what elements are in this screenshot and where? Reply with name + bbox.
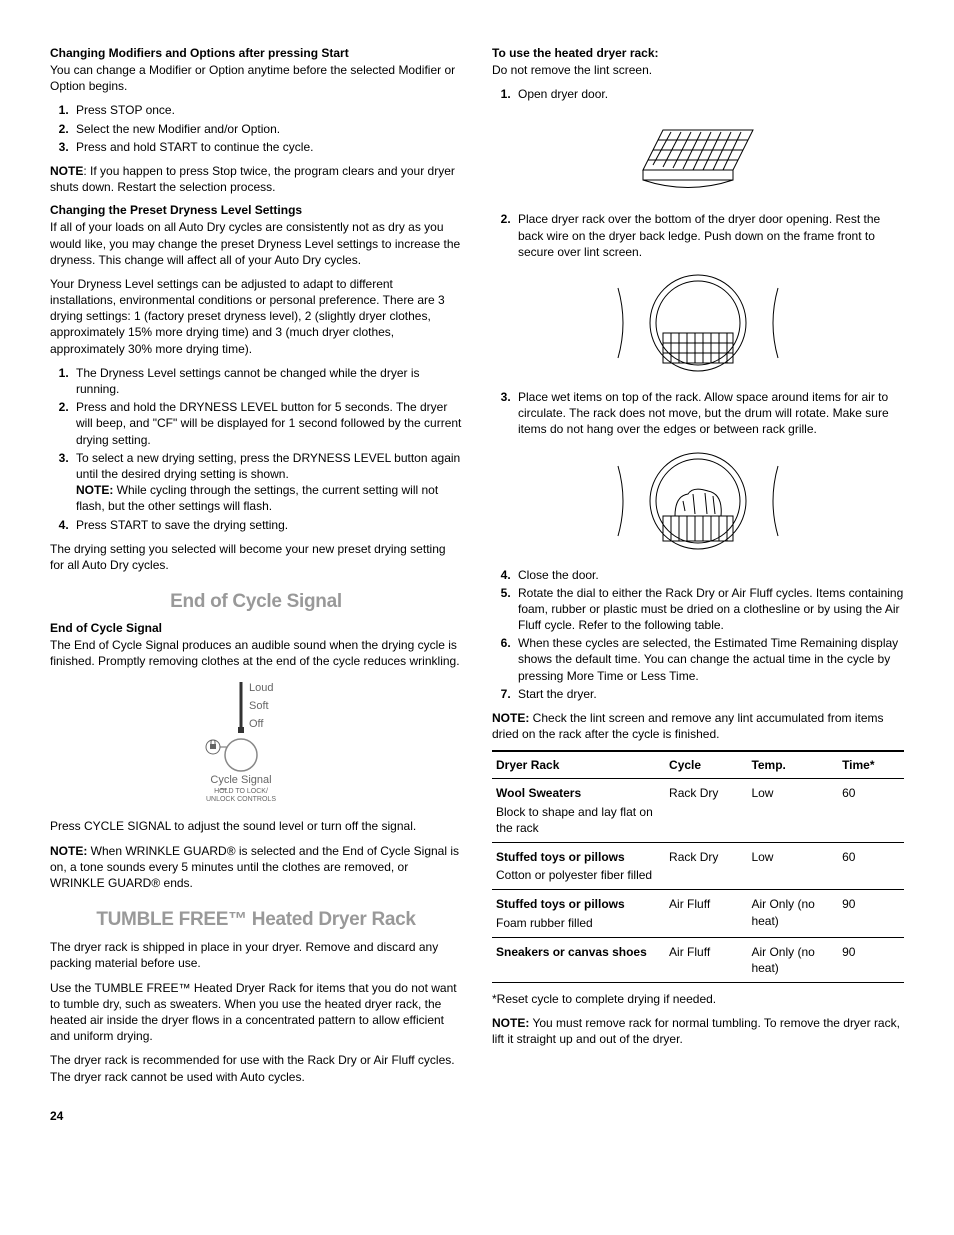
page-number: 24 <box>50 1109 462 1123</box>
rack-diagram-1 <box>492 110 904 203</box>
item-name: Sneakers or canvas shoes <box>496 944 661 960</box>
para: The End of Cycle Signal produces an audi… <box>50 637 462 669</box>
step: When these cycles are selected, the Esti… <box>514 635 904 684</box>
note: NOTE: When WRINKLE GUARD® is selected an… <box>50 843 462 892</box>
cell-cycle: Rack Dry <box>665 842 747 889</box>
rack-steps: Place wet items on top of the rack. Allo… <box>492 389 904 438</box>
rack-diagram-2 <box>492 268 904 381</box>
dryer-rack-table: Dryer Rack Cycle Temp. Time* Wool Sweate… <box>492 750 904 983</box>
note-text: You must remove rack for normal tumbling… <box>492 1016 900 1046</box>
left-column: Changing Modifiers and Options after pre… <box>50 40 462 1123</box>
note-text: Check the lint screen and remove any lin… <box>492 711 884 741</box>
note-label: NOTE <box>50 164 83 178</box>
note-label: NOTE: <box>50 844 87 858</box>
table-row: Stuffed toys or pillows Foam rubber fille… <box>492 890 904 937</box>
step: Start the dryer. <box>514 686 904 702</box>
step: Press and hold the DRYNESS LEVEL button … <box>72 399 462 448</box>
cell-temp: Low <box>747 842 838 889</box>
rack-diagram-3 <box>492 446 904 559</box>
table-row: Stuffed toys or pillows Cotton or polyest… <box>492 842 904 889</box>
hold-label-2: UNLOCK CONTROLS <box>206 796 276 803</box>
section-title-rack: TUMBLE FREE™ Heated Dryer Rack <box>50 909 462 931</box>
page: Changing Modifiers and Options after pre… <box>50 40 904 1123</box>
heading-dryness: Changing the Preset Dryness Level Settin… <box>50 203 462 217</box>
table-footnote: *Reset cycle to complete drying if neede… <box>492 991 904 1007</box>
step: Select the new Modifier and/or Option. <box>72 121 462 137</box>
item-name: Stuffed toys or pillows <box>496 896 661 912</box>
off-label: Off <box>249 718 264 730</box>
cell-time: 90 <box>838 890 904 937</box>
cycle-signal-diagram: Loud Soft Off Cycle Signal HOLD TO LOCK/… <box>50 677 462 810</box>
note: NOTE: You must remove rack for normal tu… <box>492 1015 904 1047</box>
note-label: NOTE: <box>492 1016 529 1030</box>
cell-cycle: Rack Dry <box>665 779 747 843</box>
step: To select a new drying setting, press th… <box>72 450 462 515</box>
cell-cycle: Air Fluff <box>665 890 747 937</box>
cell-temp: Low <box>747 779 838 843</box>
th-time: Time* <box>838 751 904 779</box>
hold-label-1: HOLD TO LOCK/ <box>214 788 268 795</box>
cell-time: 60 <box>838 842 904 889</box>
item-name: Stuffed toys or pillows <box>496 849 661 865</box>
heading-use-rack: To use the heated dryer rack: <box>492 46 904 60</box>
para: Your Dryness Level settings can be adjus… <box>50 276 462 357</box>
right-column: To use the heated dryer rack: Do not rem… <box>492 40 904 1123</box>
rack-steps: Open dryer door. <box>492 86 904 102</box>
step: Place dryer rack over the bottom of the … <box>514 211 904 260</box>
cell-time: 60 <box>838 779 904 843</box>
step: Place wet items on top of the rack. Allo… <box>514 389 904 438</box>
step: Rotate the dial to either the Rack Dry o… <box>514 585 904 634</box>
soft-label: Soft <box>249 700 269 712</box>
loud-label: Loud <box>249 682 273 694</box>
heading-eocs: End of Cycle Signal <box>50 621 462 635</box>
note-label: NOTE: <box>492 711 529 725</box>
item-name: Wool Sweaters <box>496 785 661 801</box>
para: Press CYCLE SIGNAL to adjust the sound l… <box>50 818 462 834</box>
steps-dryness: The Dryness Level settings cannot be cha… <box>50 365 462 533</box>
section-title-eocs: End of Cycle Signal <box>50 591 462 613</box>
cell-cycle: Air Fluff <box>665 937 747 982</box>
cycle-signal-label: Cycle Signal <box>210 774 271 786</box>
para: Do not remove the lint screen. <box>492 62 904 78</box>
para: The dryer rack is shipped in place in yo… <box>50 939 462 971</box>
item-sub: Block to shape and lay flat on the rack <box>496 804 661 836</box>
item-sub: Cotton or polyester fiber filled <box>496 867 661 883</box>
step: The Dryness Level settings cannot be cha… <box>72 365 462 397</box>
note: NOTE: If you happen to press Stop twice,… <box>50 163 462 195</box>
step: Press and hold START to continue the cyc… <box>72 139 462 155</box>
note-text: When WRINKLE GUARD® is selected and the … <box>50 844 459 890</box>
heading-modifiers: Changing Modifiers and Options after pre… <box>50 46 462 60</box>
para: Use the TUMBLE FREE™ Heated Dryer Rack f… <box>50 980 462 1045</box>
th-cycle: Cycle <box>665 751 747 779</box>
step: Open dryer door. <box>514 86 904 102</box>
cell-time: 90 <box>838 937 904 982</box>
step: Press STOP once. <box>72 102 462 118</box>
table-row: Wool Sweaters Block to shape and lay flat… <box>492 779 904 843</box>
item-sub: Foam rubber filled <box>496 915 661 931</box>
steps-modifiers: Press STOP once. Select the new Modifier… <box>50 102 462 155</box>
para: You can change a Modifier or Option anyt… <box>50 62 462 94</box>
rack-steps: Close the door. Rotate the dial to eithe… <box>492 567 904 703</box>
note-text: : If you happen to press Stop twice, the… <box>50 164 455 194</box>
para: The dryer rack is recommended for use wi… <box>50 1052 462 1084</box>
note: NOTE: Check the lint screen and remove a… <box>492 710 904 742</box>
th-temp: Temp. <box>747 751 838 779</box>
step: Close the door. <box>514 567 904 583</box>
cell-temp: Air Only (no heat) <box>747 890 838 937</box>
note-text: While cycling through the settings, the … <box>76 483 438 513</box>
step: Press START to save the drying setting. <box>72 517 462 533</box>
note-label: NOTE: <box>76 483 113 497</box>
cell-temp: Air Only (no heat) <box>747 937 838 982</box>
th-item: Dryer Rack <box>492 751 665 779</box>
step-text: To select a new drying setting, press th… <box>76 451 460 481</box>
para: The drying setting you selected will bec… <box>50 541 462 573</box>
rack-steps: Place dryer rack over the bottom of the … <box>492 211 904 260</box>
para: If all of your loads on all Auto Dry cyc… <box>50 219 462 268</box>
table-row: Sneakers or canvas shoesAir FluffAir Onl… <box>492 937 904 982</box>
